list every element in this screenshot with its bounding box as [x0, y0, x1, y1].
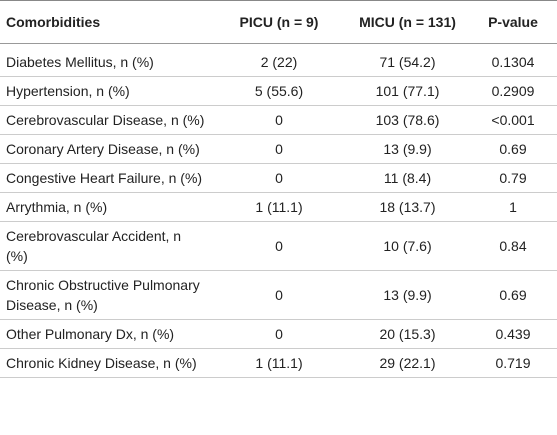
- header-row: Comorbidities PICU (n = 9) MICU (n = 131) P…: [0, 0, 557, 44]
- label-cell: Chronic Obstructive Pulmonary Disease, n…: [0, 270, 212, 320]
- value-cell: 0: [212, 163, 346, 193]
- table-row: Chronic Kidney Disease, n (%) 1 (11.1) 29 …: [0, 348, 557, 378]
- table-row: Other Pulmonary Dx, n (%) 0 20 (15.3) 0.439: [0, 319, 557, 349]
- label-cell: Arrythmia, n (%): [0, 192, 212, 222]
- value-cell: 71 (54.2): [346, 43, 469, 77]
- value-cell: 1: [469, 192, 557, 222]
- value-cell: 18 (13.7): [346, 192, 469, 222]
- table-row: Cerebrovascular Disease, n (%) 0 103 (78.6…: [0, 105, 557, 135]
- header-cell: MICU (n = 131): [346, 0, 469, 44]
- value-cell: 0.719: [469, 348, 557, 378]
- value-cell: 11 (8.4): [346, 163, 469, 193]
- value-cell: 0: [212, 221, 346, 271]
- label-cell: Hypertension, n (%): [0, 76, 212, 106]
- value-cell: 0: [212, 270, 346, 320]
- table-row: Arrythmia, n (%) 1 (11.1) 18 (13.7) 1: [0, 192, 557, 222]
- value-cell: 1 (11.1): [212, 348, 346, 378]
- table-row: Coronary Artery Disease, n (%) 0 13 (9.9) 0…: [0, 134, 557, 164]
- value-cell: 13 (9.9): [346, 134, 469, 164]
- value-cell: 0.69: [469, 134, 557, 164]
- comorbidities-table: Comorbidities PICU (n = 9) MICU (n = 131) P…: [0, 0, 557, 378]
- value-cell: 10 (7.6): [346, 221, 469, 271]
- value-cell: <0.001: [469, 105, 557, 135]
- value-cell: 1 (11.1): [212, 192, 346, 222]
- label-cell: Cerebrovascular Disease, n (%): [0, 105, 212, 135]
- table-body: Diabetes Mellitus, n (%) 2 (22) 71 (54.2) 0…: [0, 43, 557, 378]
- header-cell: P-value: [469, 0, 557, 44]
- value-cell: 0.84: [469, 221, 557, 271]
- header-cell: Comorbidities: [0, 0, 212, 44]
- value-cell: 0.1304: [469, 43, 557, 77]
- value-cell: 20 (15.3): [346, 319, 469, 349]
- table-row: Diabetes Mellitus, n (%) 2 (22) 71 (54.2) 0…: [0, 43, 557, 77]
- table-row: Cerebrovascular Accident, n (%) 0 10 (7.6)…: [0, 221, 557, 271]
- value-cell: 29 (22.1): [346, 348, 469, 378]
- table-header: Comorbidities PICU (n = 9) MICU (n = 131) P…: [0, 0, 557, 44]
- value-cell: 0.2909: [469, 76, 557, 106]
- value-cell: 0: [212, 319, 346, 349]
- table-row: Hypertension, n (%) 5 (55.6) 101 (77.1) 0.2…: [0, 76, 557, 106]
- label-cell: Cerebrovascular Accident, n (%): [0, 221, 212, 271]
- value-cell: 0.439: [469, 319, 557, 349]
- value-cell: 0.69: [469, 270, 557, 320]
- value-cell: 103 (78.6): [346, 105, 469, 135]
- value-cell: 0: [212, 134, 346, 164]
- label-cell: Congestive Heart Failure, n (%): [0, 163, 212, 193]
- value-cell: 101 (77.1): [346, 76, 469, 106]
- value-cell: 13 (9.9): [346, 270, 469, 320]
- value-cell: 0.79: [469, 163, 557, 193]
- value-cell: 5 (55.6): [212, 76, 346, 106]
- table-row: Congestive Heart Failure, n (%) 0 11 (8.4)…: [0, 163, 557, 193]
- value-cell: 2 (22): [212, 43, 346, 77]
- label-cell: Chronic Kidney Disease, n (%): [0, 348, 212, 378]
- label-cell: Diabetes Mellitus, n (%): [0, 43, 212, 77]
- value-cell: 0: [212, 105, 346, 135]
- label-cell: Other Pulmonary Dx, n (%): [0, 319, 212, 349]
- label-cell: Coronary Artery Disease, n (%): [0, 134, 212, 164]
- header-cell: PICU (n = 9): [212, 0, 346, 44]
- table-row: Chronic Obstructive Pulmonary Disease, n…: [0, 270, 557, 320]
